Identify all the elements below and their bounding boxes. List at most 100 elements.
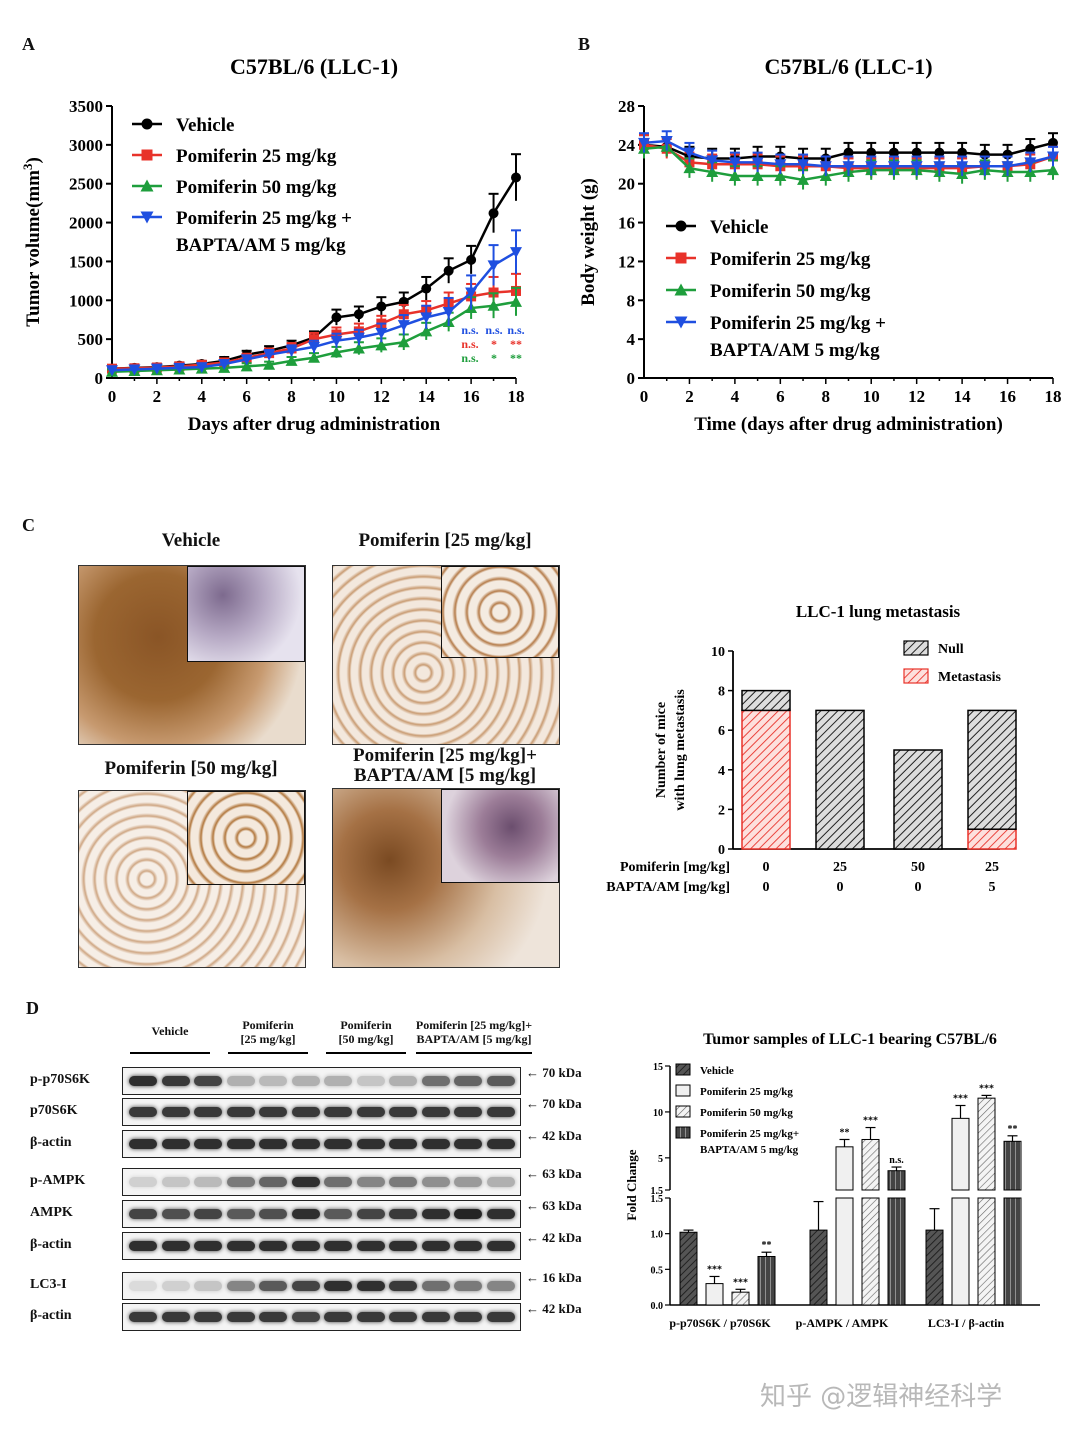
blot-band xyxy=(454,1209,482,1219)
blot-band xyxy=(161,1107,190,1117)
bar-null xyxy=(815,709,865,850)
data-point xyxy=(285,354,298,366)
blot-band xyxy=(486,1281,515,1291)
blot-band xyxy=(324,1177,352,1187)
bar xyxy=(731,1291,750,1306)
blot-strip xyxy=(122,1067,521,1095)
data-point xyxy=(487,299,500,311)
data-point xyxy=(195,362,208,374)
blot-band xyxy=(389,1139,417,1149)
blot-strip xyxy=(122,1200,521,1228)
data-point xyxy=(173,362,186,374)
watermark: 知乎 @逻辑神经科学 xyxy=(760,1382,1003,1412)
category-label: p-p70S6K / p70S6K xyxy=(669,1316,771,1330)
legend-label: Pomiferin 25 mg/kg xyxy=(176,146,337,167)
micrograph-title-vehicle: Vehicle xyxy=(161,530,221,551)
legend-swatch xyxy=(675,1126,691,1139)
data-point xyxy=(106,365,118,377)
data-point xyxy=(683,147,696,159)
pomiferin-dose: 25 xyxy=(833,860,847,875)
data-point xyxy=(420,312,433,324)
blot-kda-label: ← 42 kDa xyxy=(526,1128,582,1143)
y-tick-label: 16 xyxy=(618,214,635,233)
y-axis-label: Number of mice xyxy=(654,702,669,798)
blot-band xyxy=(356,1107,385,1117)
y-tick-label: 5 xyxy=(658,1154,663,1165)
blot-band xyxy=(194,1076,222,1086)
blot-band xyxy=(129,1241,157,1251)
data-point xyxy=(487,260,500,272)
blot-band xyxy=(421,1241,450,1251)
y-tick-label: 10 xyxy=(711,645,725,660)
data-point xyxy=(934,147,945,158)
blot-band xyxy=(389,1076,417,1086)
y-tick-label: 3500 xyxy=(69,97,103,116)
blot-band xyxy=(226,1177,255,1187)
blot-band xyxy=(454,1241,482,1251)
blot-band xyxy=(454,1312,482,1322)
legend-label: Pomiferin 50 mg/kg xyxy=(176,177,337,198)
significance-label: n.s. xyxy=(485,323,502,337)
western-blot: Vehicle Pomiferin [25 mg/kg] Pomiferin [50… xyxy=(0,1010,600,1340)
blot-group-underline xyxy=(416,1052,532,1054)
micrograph-vehicle xyxy=(78,565,306,745)
data-point xyxy=(957,147,968,158)
blot-band xyxy=(291,1241,320,1251)
pomiferin-dose: 25 xyxy=(985,860,999,875)
y-axis-label-text: Tumor volume(mm xyxy=(23,170,44,327)
chart-title: C57BL/6 (LLC-1) xyxy=(230,54,398,79)
data-point xyxy=(683,162,696,174)
legend-marker xyxy=(675,220,687,232)
x-tick-label: 6 xyxy=(242,387,251,406)
legend-swatch-null xyxy=(903,640,929,656)
blot-band xyxy=(324,1107,352,1117)
data-point xyxy=(397,320,410,332)
data-point xyxy=(933,161,946,173)
bar xyxy=(679,1231,698,1306)
data-point xyxy=(465,287,478,299)
y-tick-label: 6 xyxy=(718,724,725,739)
blot-band xyxy=(291,1076,320,1086)
y-axis-label: Fold Change xyxy=(624,1149,639,1220)
x-tick-label: 4 xyxy=(731,387,740,406)
y-axis-label-end: ) xyxy=(23,157,44,163)
blot-band xyxy=(454,1076,482,1086)
blot-band xyxy=(356,1312,385,1322)
data-point xyxy=(331,312,342,323)
panel-label-d: D xyxy=(26,998,39,1018)
legend-label: BAPTA/AM 5 mg/kg xyxy=(176,235,346,256)
blot-group-label: Pomiferin [50 mg/kg] xyxy=(338,1018,394,1046)
blot-strip xyxy=(122,1168,521,1196)
blot-band xyxy=(454,1281,482,1291)
panel-label-a: A xyxy=(22,34,35,54)
blot-protein-label: p70S6K xyxy=(30,1103,78,1118)
data-point xyxy=(888,147,899,158)
x-tick-label: 8 xyxy=(822,387,831,406)
significance-label: ** xyxy=(840,1127,850,1138)
y-tick-label: 2500 xyxy=(69,175,103,194)
micrograph-inset xyxy=(187,791,305,885)
bar xyxy=(835,1146,854,1191)
blot-band xyxy=(421,1312,450,1322)
legend-label-null: Null xyxy=(938,642,964,657)
blot-band xyxy=(356,1241,385,1251)
blot-band xyxy=(161,1241,190,1251)
blot-band xyxy=(454,1107,482,1117)
blot-strip xyxy=(122,1303,521,1331)
micrograph-title-p25: Pomiferin [25 mg/kg] xyxy=(358,530,532,551)
data-point xyxy=(728,169,741,181)
blot-strip xyxy=(122,1098,521,1126)
category-label: LC3-I / β-actin xyxy=(928,1316,1005,1330)
legend-label: Pomiferin 50 mg/kg xyxy=(710,281,871,302)
blot-group-label: Pomiferin [25 mg/kg] xyxy=(240,1018,296,1046)
y-tick-label: 1000 xyxy=(69,291,103,310)
micrograph-title-pb-line1: Pomiferin [25 mg/kg]+ xyxy=(353,745,537,766)
bar xyxy=(925,1229,944,1306)
data-point xyxy=(442,306,455,318)
blot-band xyxy=(226,1312,255,1322)
legend-marker xyxy=(140,179,154,192)
significance-label: *** xyxy=(979,1083,994,1094)
blot-band xyxy=(259,1076,287,1086)
data-point xyxy=(842,161,855,173)
blot-band xyxy=(389,1209,417,1219)
